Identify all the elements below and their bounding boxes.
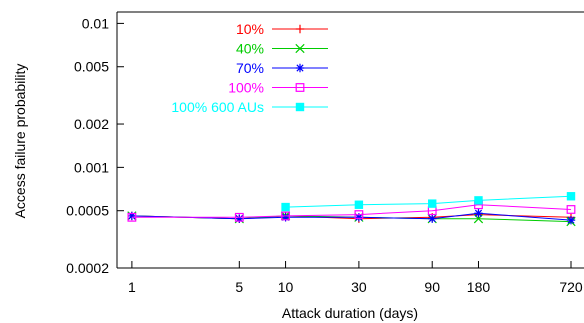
legend-marker (295, 102, 305, 112)
data-point (281, 202, 290, 212)
legend-label: 10% (236, 21, 264, 37)
data-point (234, 212, 244, 222)
series-line (131, 204, 572, 218)
series-1 (127, 210, 576, 223)
legend-label: 40% (236, 41, 264, 57)
legend-label: 100% (228, 80, 264, 96)
legend-marker (295, 63, 305, 73)
data-point (474, 196, 483, 205)
x-tick-label: 720 (559, 279, 583, 295)
y-tick-label: 0.0002 (66, 260, 109, 276)
data-point (566, 205, 576, 214)
legend-label: 100% 600 AUs (171, 99, 264, 115)
data-point (281, 211, 290, 221)
x-tick-label: 5 (235, 279, 243, 295)
data-point (127, 212, 137, 222)
data-point (235, 214, 244, 223)
data-point (428, 199, 437, 208)
y-tick-label: 0.0005 (66, 203, 109, 219)
y-tick-label: 0.01 (82, 15, 109, 31)
data-point (281, 213, 290, 222)
x-tick-label: 90 (424, 279, 440, 295)
data-point (354, 200, 364, 209)
y-tick-label: 0.002 (74, 116, 109, 132)
y-tick-label: 0.005 (74, 59, 109, 75)
legend-marker (295, 24, 305, 34)
legend: 10% 40% 70% 100% 100% 600 AUs (171, 21, 328, 115)
x-tick-label: 180 (467, 279, 491, 295)
data-point (354, 210, 364, 219)
data-point (354, 213, 364, 222)
data-point (127, 211, 137, 221)
legend-marker (295, 43, 305, 54)
axes: 0.0002 0.0005 0.001 0.002 0.005 0.01 1 5 10 30 90 1… (66, 11, 584, 295)
series-5 (281, 192, 576, 212)
data-point (566, 215, 576, 225)
series-3 (127, 209, 576, 225)
series-group (127, 192, 576, 227)
data-point (566, 192, 576, 201)
x-tick-label: 10 (278, 279, 294, 295)
x-axis-title: Attack duration (days) (282, 305, 418, 321)
x-tick-label: 30 (351, 279, 367, 295)
x-tick-label: 1 (128, 279, 136, 295)
legend-marker (295, 83, 305, 92)
legend-label: 70% (236, 60, 264, 76)
data-point (474, 209, 483, 218)
data-point (428, 214, 437, 223)
y-axis-title: Access failure probability (12, 64, 28, 219)
y-tick-label: 0.001 (74, 159, 109, 175)
